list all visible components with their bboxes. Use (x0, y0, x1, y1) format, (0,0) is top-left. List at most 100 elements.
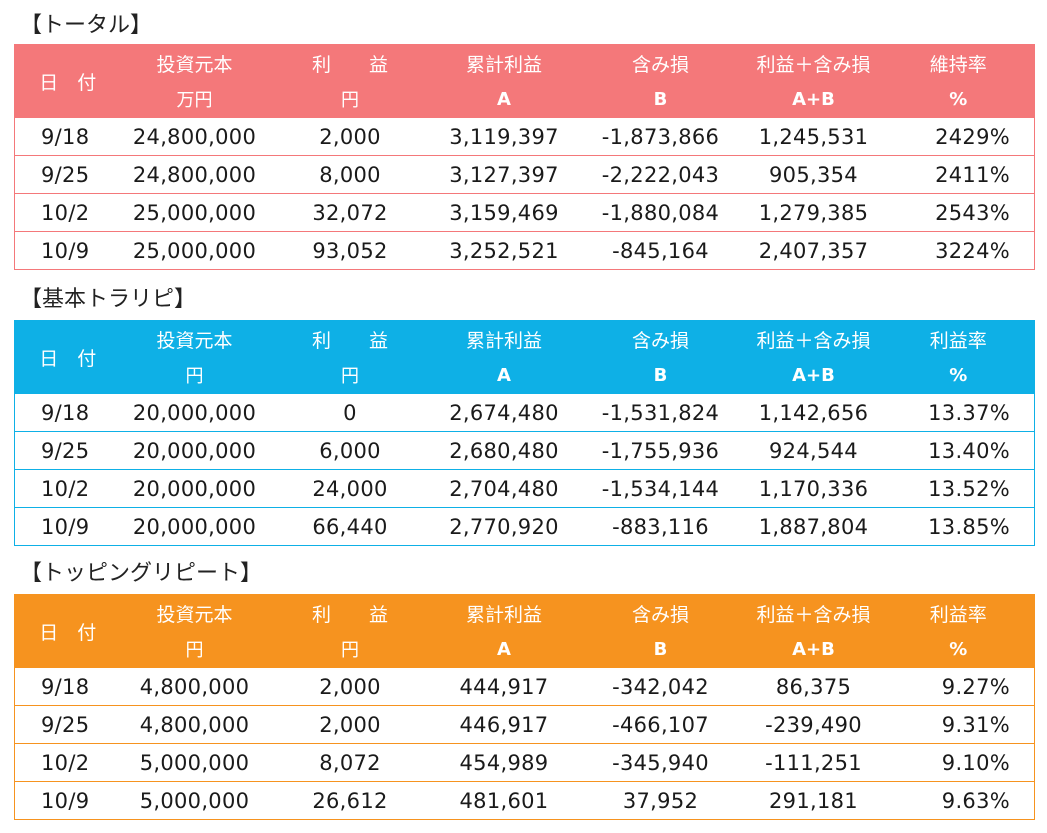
cell-principal: 25,000,000 (120, 193, 269, 232)
cell-date: 10/9 (14, 507, 121, 546)
header-principal: 投資元本 (120, 320, 269, 357)
cell-unrealized: -883,116 (576, 507, 745, 546)
cell-principal: 4,800,000 (120, 667, 269, 706)
header-principal: 投資元本 (120, 44, 269, 81)
cell-sum: 1,887,804 (744, 507, 883, 546)
cell-date: 9/25 (14, 155, 121, 194)
cell-sum: 86,375 (744, 667, 883, 706)
unit-profit: 円 (268, 357, 432, 394)
cell-sum: 905,354 (744, 155, 883, 194)
cell-date: 9/25 (14, 705, 121, 744)
cell-unrealized: -1,873,866 (576, 117, 745, 156)
table-total: 日 付 投資元本 利 益 累計利益 含み損 利益＋含み損 維持率 万円 円 A … (14, 44, 1035, 270)
cell-unrealized: -1,755,936 (576, 431, 745, 470)
header-profit: 利 益 (268, 594, 432, 631)
cell-rate: 2429% (882, 117, 1035, 156)
cell-principal: 5,000,000 (120, 781, 269, 820)
cell-sum: -111,251 (744, 743, 883, 782)
unit-sum: A+B (744, 357, 883, 394)
cell-unrealized: -342,042 (576, 667, 745, 706)
cell-cumulative: 3,127,397 (431, 155, 577, 194)
cell-profit: 2,000 (268, 667, 432, 706)
cell-date: 10/2 (14, 743, 121, 782)
cell-cumulative: 446,917 (431, 705, 577, 744)
header-profit: 利 益 (268, 320, 432, 357)
header-unrealized-loss: 含み損 (576, 44, 745, 81)
cell-profit: 8,000 (268, 155, 432, 194)
cell-unrealized: -345,940 (576, 743, 745, 782)
header-unrealized-loss: 含み損 (576, 320, 745, 357)
table-row: 9/18 24,800,000 2,000 3,119,397 -1,873,8… (14, 117, 1035, 156)
cell-profit: 26,612 (268, 781, 432, 820)
header-date: 日 付 (14, 594, 121, 668)
unit-principal: 万円 (120, 81, 269, 118)
cell-cumulative: 2,674,480 (431, 393, 577, 432)
table-row: 10/2 5,000,000 8,072 454,989 -345,940 -1… (14, 743, 1035, 782)
header-principal: 投資元本 (120, 594, 269, 631)
unit-unrealized: B (576, 81, 745, 118)
table-row: 9/25 4,800,000 2,000 446,917 -466,107 -2… (14, 705, 1035, 744)
cell-unrealized: -1,880,084 (576, 193, 745, 232)
table-row: 9/18 4,800,000 2,000 444,917 -342,042 86… (14, 667, 1035, 706)
unit-cumulative: A (431, 631, 577, 668)
unit-rate: % (882, 631, 1035, 668)
header-cumulative-profit: 累計利益 (431, 320, 577, 357)
unit-rate: % (882, 81, 1035, 118)
cell-cumulative: 444,917 (431, 667, 577, 706)
cell-sum: 1,245,531 (744, 117, 883, 156)
cell-rate: 3224% (882, 231, 1035, 270)
cell-rate: 13.37% (882, 393, 1035, 432)
cell-sum: 1,142,656 (744, 393, 883, 432)
cell-profit: 2,000 (268, 705, 432, 744)
cell-date: 10/9 (14, 231, 121, 270)
cell-unrealized: 37,952 (576, 781, 745, 820)
table-topping: 日 付 投資元本 利 益 累計利益 含み損 利益＋含み損 利益率 円 円 A B… (14, 594, 1035, 820)
cell-principal: 20,000,000 (120, 469, 269, 508)
cell-principal: 20,000,000 (120, 507, 269, 546)
table-row: 10/9 25,000,000 93,052 3,252,521 -845,16… (14, 231, 1035, 270)
unit-profit: 円 (268, 81, 432, 118)
cell-rate: 2543% (882, 193, 1035, 232)
cell-principal: 24,800,000 (120, 117, 269, 156)
cell-date: 9/18 (14, 117, 121, 156)
cell-profit: 66,440 (268, 507, 432, 546)
cell-profit: 24,000 (268, 469, 432, 508)
cell-date: 9/18 (14, 667, 121, 706)
cell-sum: -239,490 (744, 705, 883, 744)
header-profit-plus-loss: 利益＋含み損 (744, 320, 883, 357)
unit-unrealized: B (576, 631, 745, 668)
cell-unrealized: -1,534,144 (576, 469, 745, 508)
unit-sum: A+B (744, 631, 883, 668)
cell-rate: 9.27% (882, 667, 1035, 706)
section-title-total: 【トータル】 (20, 13, 153, 38)
cell-principal: 20,000,000 (120, 431, 269, 470)
cell-cumulative: 2,770,920 (431, 507, 577, 546)
cell-date: 10/9 (14, 781, 121, 820)
cell-principal: 5,000,000 (120, 743, 269, 782)
table-row: 9/25 20,000,000 6,000 2,680,480 -1,755,9… (14, 431, 1035, 470)
cell-sum: 924,544 (744, 431, 883, 470)
cell-profit: 8,072 (268, 743, 432, 782)
header-profit-plus-loss: 利益＋含み損 (744, 594, 883, 631)
cell-sum: 1,170,336 (744, 469, 883, 508)
cell-unrealized: -845,164 (576, 231, 745, 270)
table-basic: 日 付 投資元本 利 益 累計利益 含み損 利益＋含み損 利益率 円 円 A B… (14, 320, 1035, 546)
cell-cumulative: 3,159,469 (431, 193, 577, 232)
cell-sum: 1,279,385 (744, 193, 883, 232)
cell-rate: 9.31% (882, 705, 1035, 744)
table-row: 10/2 25,000,000 32,072 3,159,469 -1,880,… (14, 193, 1035, 232)
cell-profit: 6,000 (268, 431, 432, 470)
cell-rate: 13.85% (882, 507, 1035, 546)
header-cumulative-profit: 累計利益 (431, 594, 577, 631)
cell-profit: 0 (268, 393, 432, 432)
cell-cumulative: 2,704,480 (431, 469, 577, 508)
table-row: 10/2 20,000,000 24,000 2,704,480 -1,534,… (14, 469, 1035, 508)
header-unrealized-loss: 含み損 (576, 594, 745, 631)
table-row: 10/9 20,000,000 66,440 2,770,920 -883,11… (14, 507, 1035, 546)
cell-cumulative: 481,601 (431, 781, 577, 820)
unit-cumulative: A (431, 357, 577, 394)
cell-cumulative: 454,989 (431, 743, 577, 782)
cell-cumulative: 2,680,480 (431, 431, 577, 470)
unit-principal: 円 (120, 357, 269, 394)
cell-date: 9/18 (14, 393, 121, 432)
